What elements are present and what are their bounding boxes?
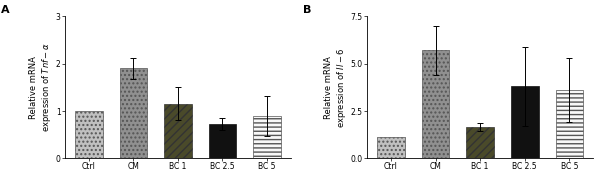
Y-axis label: Relative mRNA
expression of $\it{Il-6}$: Relative mRNA expression of $\it{Il-6}$ [324,47,348,128]
Bar [377,138,405,158]
Y-axis label: Relative mRNA
expression of $\it{Tnf-α}$: Relative mRNA expression of $\it{Tnf-α}$ [29,42,53,132]
Bar [511,86,539,158]
Bar [208,124,236,158]
Bar [120,68,147,158]
Bar [422,50,449,158]
Bar [253,116,281,158]
Text: B: B [304,5,312,15]
Bar [467,127,494,158]
Text: A: A [1,5,10,15]
Bar [164,104,192,158]
Bar [75,111,102,158]
Bar [555,90,583,158]
